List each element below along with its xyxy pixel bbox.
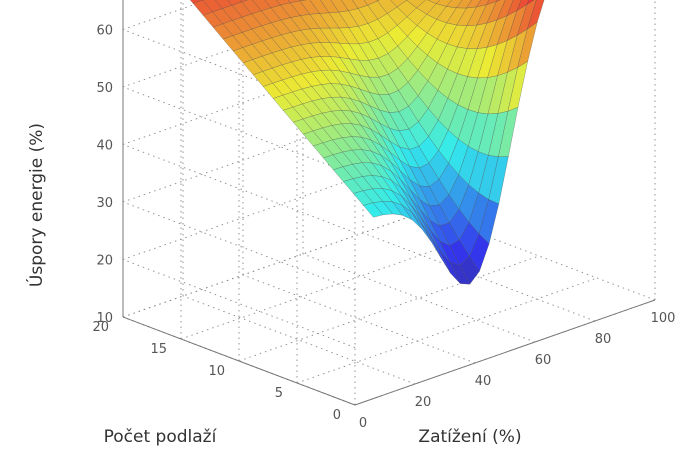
surface-face xyxy=(526,0,545,30)
surface-layer xyxy=(189,0,545,285)
z-tick-label: 40 xyxy=(96,139,113,154)
side-wall-grid-line xyxy=(122,201,356,291)
z-tick-label: 10 xyxy=(96,311,113,326)
y-tick-label: 10 xyxy=(208,364,225,379)
surface-face xyxy=(506,0,522,17)
z-tick-label: 20 xyxy=(96,254,113,269)
z-axis-label: Úspory energie (%) xyxy=(25,123,47,287)
surface-face xyxy=(466,0,481,9)
y-tick-label: 20 xyxy=(92,320,109,335)
x-axis-label: Zatížení (%) xyxy=(418,427,521,447)
floor-grid-line xyxy=(180,233,482,340)
surface-face xyxy=(516,0,529,12)
y-axis-label: Počet podlaží xyxy=(104,427,218,447)
side-wall-grid-line xyxy=(122,144,356,233)
back-wall-grid-line xyxy=(122,211,424,318)
tick-layer: 102030405060708005101520020406080100 xyxy=(92,24,676,432)
surface-face xyxy=(476,0,490,8)
y-tick-label: 0 xyxy=(333,408,341,423)
y-tick-label: 15 xyxy=(150,342,167,357)
x-tick-label: 100 xyxy=(651,311,676,326)
z-tick-label: 60 xyxy=(96,24,113,39)
floor-grid-line xyxy=(296,277,598,384)
x-tick-label: 80 xyxy=(595,332,612,347)
surface-face xyxy=(495,0,501,2)
surface-face xyxy=(435,0,453,7)
x-axis-line xyxy=(354,299,656,406)
y-axis-line xyxy=(122,316,356,406)
z-tick-label: 50 xyxy=(96,81,113,96)
surface-face xyxy=(445,0,463,9)
x-tick-label: 60 xyxy=(535,353,552,368)
surface-face xyxy=(427,0,441,4)
surface-face xyxy=(455,0,472,9)
x-tick-label: 20 xyxy=(415,395,432,410)
floor-grid-line xyxy=(302,253,536,343)
axis-layer xyxy=(122,0,656,406)
z-tick-label: 30 xyxy=(96,196,113,211)
x-tick-label: 0 xyxy=(359,416,367,431)
y-tick-label: 5 xyxy=(275,386,283,401)
x-tick-label: 40 xyxy=(475,374,492,389)
surface-face xyxy=(526,0,535,6)
floor-grid-line xyxy=(238,255,540,362)
surface-face xyxy=(486,0,498,6)
